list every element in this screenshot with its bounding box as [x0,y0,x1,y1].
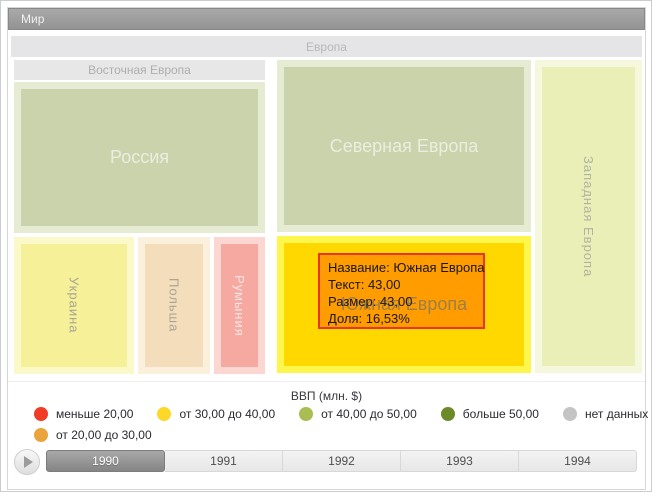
timeline-year-1990[interactable]: 1990 [46,450,165,472]
treemap-widget: Мир Европа Восточная Европа Россия Украи… [7,7,648,490]
legend-item-no-data: нет данных [562,407,649,421]
legend-title: ВВП (млн. $) [290,389,363,403]
legend-dot-yellow [157,407,172,421]
legend-dot-gray [562,407,577,421]
play-button[interactable] [14,449,40,475]
node-label-poland: Польша [166,278,182,333]
legend-label: больше 50,00 [462,407,539,421]
treemap-node-romania[interactable]: Румыния [214,237,265,374]
legend-label: от 30,00 до 40,00 [179,407,276,421]
timeline-year-1993[interactable]: 1993 [401,450,519,472]
treemap-node-western-europe-fill[interactable]: Западная Европа [542,67,635,366]
legend-dot-red [34,407,48,421]
legend-label: меньше 20,00 [56,407,134,421]
group-bar-eastern-europe[interactable]: Восточная Европа [14,60,265,80]
legend-dot-orange [34,428,48,442]
timeline: 1990 1991 1992 1993 1994 [46,450,637,472]
plot-area-divider [8,381,645,382]
treemap-node-russia[interactable]: Россия [14,82,265,233]
node-label-romania: Румыния [232,274,247,337]
legend-row-2: от 20,00 до 30,00 [34,428,641,442]
legend-label: от 20,00 до 30,00 [56,428,152,442]
treemap-node-northern-europe-fill[interactable]: Северная Европа [284,67,524,225]
legend-item-20-30: от 20,00 до 30,00 [34,428,152,442]
play-icon [24,456,33,468]
treemap-node-russia-fill[interactable]: Россия [21,89,258,226]
legend-row-1: меньше 20,00 от 30,00 до 40,00 от 40,00 … [34,407,648,421]
node-label-northern-europe: Северная Европа [329,135,479,156]
legend-item-30-40: от 30,00 до 40,00 [157,407,275,421]
treemap-node-northern-europe[interactable]: Северная Европа [277,60,531,232]
node-label-western-europe: Западная Европа [581,155,596,278]
treemap-node-western-europe[interactable]: Западная Европа [535,60,642,373]
legend-dot-darkgreen [440,407,455,421]
legend-item-40-50: от 40,00 до 50,00 [299,407,417,421]
treemap-node-poland[interactable]: Польша [138,237,210,374]
breadcrumb-root[interactable]: Мир [8,8,645,30]
legend-item-more-50: больше 50,00 [440,407,539,421]
treemap-node-ukraine-fill[interactable]: Украина [21,244,127,367]
legend-label: от 40,00 до 50,00 [321,407,417,421]
node-label-russia: Россия [109,147,170,167]
timeline-year-1994[interactable]: 1994 [519,450,637,472]
legend-item-less-20: меньше 20,00 [34,407,133,421]
legend-dot-yellowgreen [299,407,314,421]
timeline-year-1992[interactable]: 1992 [283,450,401,472]
timeline-year-1991[interactable]: 1991 [165,450,283,472]
treemap-node-ukraine[interactable]: Украина [14,237,134,374]
legend-label: нет данных [584,407,649,421]
tooltip-box [318,253,485,329]
treemap-node-romania-fill[interactable]: Румыния [221,244,258,367]
group-bar-europe[interactable]: Европа [11,36,642,57]
node-label-ukraine: Украина [66,277,82,334]
treemap-node-poland-fill[interactable]: Польша [145,244,203,367]
